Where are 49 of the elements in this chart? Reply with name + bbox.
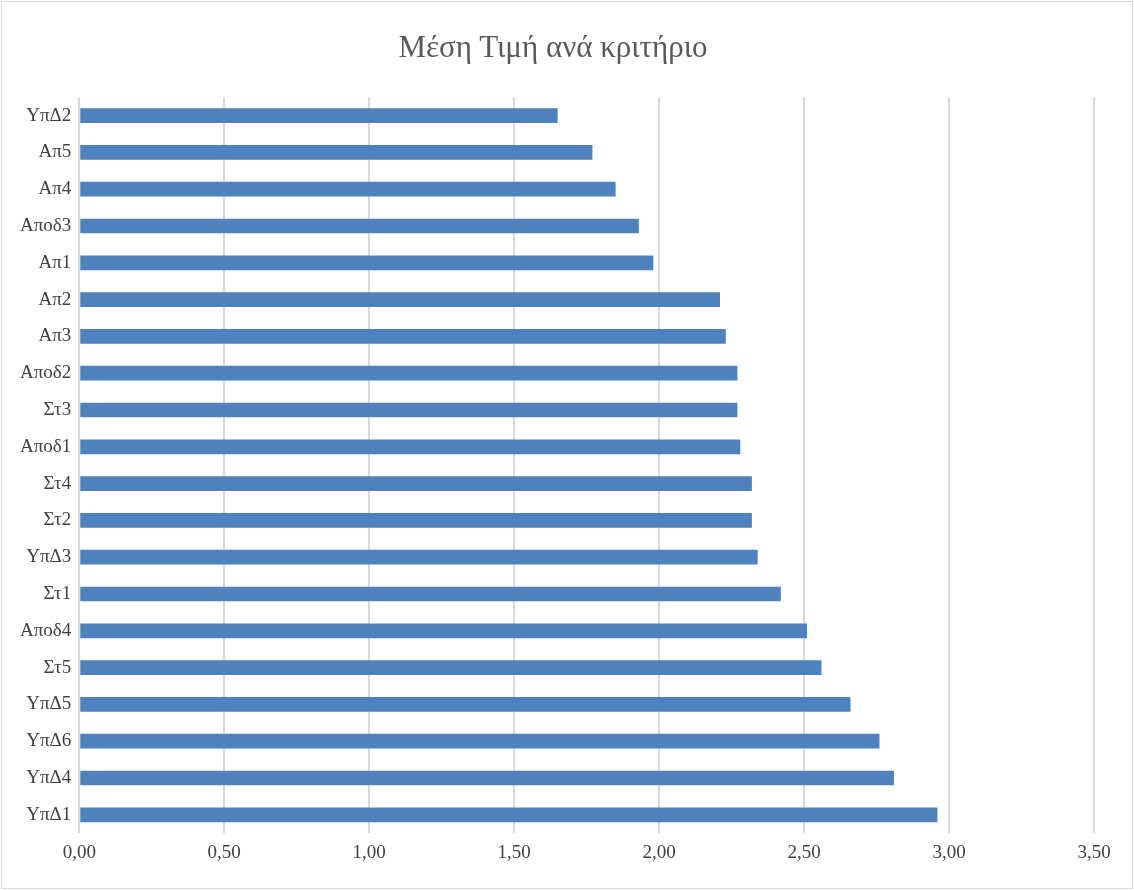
bar bbox=[80, 586, 781, 602]
y-tick-label: Απ3 bbox=[38, 324, 72, 346]
y-tick-label: YπΔ6 bbox=[26, 729, 72, 751]
bar bbox=[80, 660, 822, 675]
bar bbox=[80, 549, 758, 565]
bar bbox=[80, 513, 752, 528]
y-tick-label: Αποδ3 bbox=[19, 213, 72, 235]
bar bbox=[80, 697, 851, 712]
bar bbox=[80, 770, 894, 786]
y-tick-label: Στ3 bbox=[43, 397, 72, 419]
chart-title: Μέση Τιμή ανά κριτήριο bbox=[398, 28, 708, 64]
y-tick-label: Στ4 bbox=[43, 471, 72, 493]
y-tick-label: Στ1 bbox=[43, 581, 72, 603]
bar bbox=[80, 365, 738, 381]
bar bbox=[80, 807, 938, 823]
x-tick-label: 3,50 bbox=[1077, 840, 1111, 862]
y-tick-label: YπΔ2 bbox=[26, 103, 72, 125]
bar bbox=[80, 623, 807, 639]
bar bbox=[80, 255, 654, 271]
x-tick-label: 1,00 bbox=[352, 840, 386, 862]
y-tick-label: Αποδ4 bbox=[19, 618, 72, 640]
y-tick-label: YπΔ5 bbox=[26, 692, 72, 714]
y-tick-label: Στ5 bbox=[43, 655, 72, 677]
bar bbox=[80, 181, 616, 197]
y-tick-label: Αποδ1 bbox=[19, 434, 72, 456]
bar bbox=[80, 476, 752, 491]
x-tick-label: 2,50 bbox=[787, 840, 821, 862]
x-tick-label: 2,00 bbox=[642, 840, 676, 862]
x-tick-label: 0,50 bbox=[207, 840, 241, 862]
bar bbox=[80, 329, 726, 344]
y-tick-label: YπΔ1 bbox=[26, 802, 72, 824]
x-tick-label: 1,50 bbox=[497, 840, 531, 862]
y-tick-label: Αποδ2 bbox=[19, 361, 72, 383]
x-tick-label: 3,00 bbox=[932, 840, 966, 862]
y-tick-label: YπΔ4 bbox=[26, 765, 72, 787]
y-tick-label: Απ4 bbox=[38, 177, 72, 199]
bar bbox=[80, 733, 880, 749]
y-tick-label: Απ1 bbox=[38, 250, 72, 272]
x-tick-label: 0,00 bbox=[62, 840, 96, 862]
bar bbox=[80, 402, 738, 418]
y-tick-label: YπΔ3 bbox=[26, 545, 72, 567]
y-tick-label: Απ5 bbox=[38, 140, 72, 162]
bar bbox=[80, 439, 741, 455]
bar bbox=[80, 145, 593, 160]
bar bbox=[80, 108, 558, 123]
y-tick-label: Στ2 bbox=[43, 508, 72, 530]
bar bbox=[80, 218, 639, 234]
y-tick-label: Απ2 bbox=[38, 287, 72, 309]
bar bbox=[80, 292, 720, 307]
